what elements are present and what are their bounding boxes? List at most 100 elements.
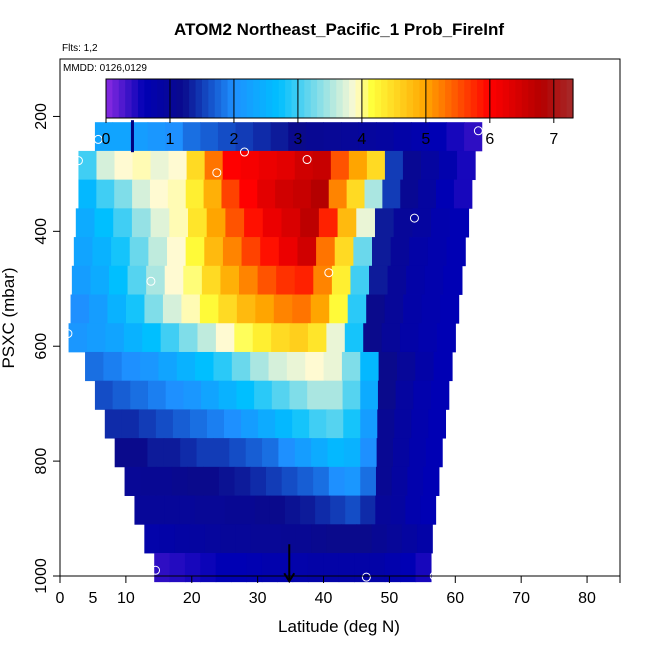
sample-point	[409, 213, 419, 223]
heatmap-cell	[294, 150, 314, 181]
heatmap-cell	[148, 237, 168, 267]
colorbar-segment	[541, 79, 549, 118]
heatmap-cell	[234, 466, 251, 496]
x-tick-label: 60	[446, 590, 464, 607]
heatmap-cell	[171, 466, 189, 496]
heatmap-cell	[222, 150, 242, 181]
heatmap-cell	[343, 409, 361, 439]
heatmap-cell	[204, 524, 221, 554]
heatmap-cell	[428, 409, 447, 439]
heatmap-cell	[313, 265, 333, 295]
colorbar-segment	[509, 79, 517, 118]
heatmap-cell	[280, 524, 297, 554]
heatmap-cell	[364, 179, 383, 209]
colorbar-segment	[227, 79, 235, 118]
heatmap-cell	[348, 150, 368, 181]
heatmap-cell	[168, 150, 188, 181]
heatmap-cell	[231, 351, 251, 382]
y-tick-label: 400	[33, 218, 50, 245]
heatmap-cell	[229, 438, 247, 468]
heatmap-cell	[224, 409, 242, 439]
heatmap-cell	[271, 380, 291, 410]
heatmap-cell	[257, 265, 277, 295]
heatmap-cell	[411, 122, 430, 152]
heatmap-cell	[209, 495, 226, 525]
colorbar-segment	[329, 79, 337, 118]
heatmap-cell	[417, 524, 433, 554]
heatmap-cell	[409, 237, 429, 267]
heatmap-cell	[297, 237, 317, 267]
heatmap-cell	[427, 237, 448, 267]
heatmap-cell	[330, 150, 350, 181]
heatmap-cell	[78, 150, 98, 181]
colorbar-segment	[381, 79, 389, 118]
colorbar-segment	[502, 79, 510, 118]
heatmap-cell	[220, 265, 240, 295]
heatmap-cell	[200, 122, 219, 152]
heatmap-cell	[334, 237, 354, 267]
colorbar-segment	[515, 79, 523, 118]
heatmap-cell	[154, 553, 171, 583]
heatmap-cell	[105, 323, 125, 353]
heatmap-cell	[215, 553, 232, 583]
sample-points	[63, 126, 483, 582]
flights-note: Flts: 1,2	[62, 43, 98, 54]
colorbar-segment	[553, 79, 561, 118]
heatmap-cell	[356, 208, 376, 238]
heatmap-cell	[245, 438, 263, 468]
heatmap-cell	[318, 208, 339, 238]
colorbar-segment	[496, 79, 504, 118]
heatmap-cell	[163, 438, 181, 468]
heatmap-cell	[411, 409, 429, 439]
colorbar-segment	[464, 79, 472, 118]
heatmap-cell	[278, 438, 296, 468]
heatmap-cell	[183, 265, 203, 295]
heatmap-cell	[423, 466, 440, 496]
heatmap-cell	[326, 409, 344, 439]
heatmap-cell	[94, 122, 114, 152]
colorbar-segment	[150, 79, 158, 118]
heatmap-cell	[275, 409, 293, 439]
heatmap-cell	[446, 122, 465, 152]
heatmap-cell	[169, 553, 186, 583]
heatmap-cell	[257, 179, 276, 209]
heatmap-cell	[186, 150, 206, 181]
heatmap-cell	[199, 294, 219, 324]
colorbar-segment	[342, 79, 350, 118]
x-tick-label: 40	[315, 590, 333, 607]
heatmap-cell	[147, 438, 165, 468]
heatmap-cell	[158, 351, 178, 382]
heatmap-cell	[394, 409, 412, 439]
heatmap-cell	[254, 495, 271, 525]
heatmap-cell	[213, 351, 233, 382]
heatmap-cell	[376, 438, 394, 468]
heatmap-cell	[300, 495, 316, 525]
heatmap-cell	[409, 438, 427, 468]
heatmap-cell	[412, 208, 432, 238]
heatmap-cell	[347, 294, 367, 324]
heatmap-cell	[449, 208, 470, 238]
colorbar-segment	[208, 79, 216, 118]
heatmap-cell	[185, 179, 205, 209]
heatmap-cell	[225, 208, 245, 238]
heatmap-cell	[420, 495, 437, 525]
heatmap-cell	[440, 294, 460, 324]
heatmap-cell	[231, 553, 248, 583]
colorbar-segment	[323, 79, 331, 118]
colorbar-segment	[432, 79, 440, 118]
colorbar-segment	[560, 79, 568, 118]
heatmap-cell	[337, 208, 357, 238]
heatmap-cell	[436, 323, 456, 353]
heatmap-cell	[179, 495, 196, 525]
colorbar-segment	[125, 79, 133, 118]
heatmap-cell	[112, 380, 131, 410]
y-tick-label: 600	[33, 333, 50, 360]
heatmap-cell	[420, 150, 440, 181]
heatmap-cell	[418, 323, 438, 353]
heatmap-cell	[164, 495, 181, 525]
heatmap-cell	[278, 237, 299, 267]
heatmap-cell	[239, 179, 258, 209]
x-tick-label: 0	[56, 590, 65, 607]
sample-point	[93, 134, 103, 144]
